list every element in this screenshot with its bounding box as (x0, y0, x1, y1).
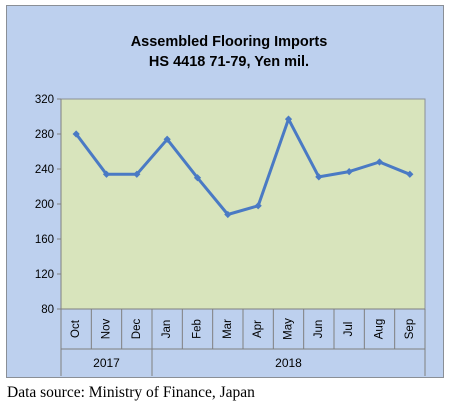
y-tick-label: 280 (35, 129, 54, 141)
x-tick-label: Dec (131, 319, 143, 340)
series-line (74, 117, 412, 216)
data-point (133, 170, 141, 178)
x-tick-label: Oct (70, 319, 82, 338)
data-point (284, 115, 293, 123)
x-tick-label: Feb (192, 319, 204, 339)
data-point (72, 130, 80, 138)
y-tick-label: 320 (35, 94, 54, 106)
y-tick-label: 240 (35, 164, 54, 176)
data-point (224, 210, 232, 219)
year-group-label: 2017 (93, 356, 120, 370)
x-axis: Oct Nov Dec Jan Feb Mar Apr May Jun Jul Aug Sep 2017… (60, 308, 426, 376)
x-tick-label: Apr (252, 320, 264, 338)
line-chart: Assembled Flooring Imports HS 4418 71-79… (35, 34, 426, 376)
x-tick-label: May (283, 318, 295, 340)
y-axis: 80 120 160 200 240 280 320 (35, 94, 62, 316)
data-point (375, 158, 384, 166)
x-tick-label: Mar (222, 319, 234, 339)
chart-subtitle: HS 4418 71-79, Yen mil. (149, 54, 309, 70)
x-tick-label: Nov (101, 319, 113, 340)
data-point (315, 173, 323, 181)
y-tick-label: 120 (35, 269, 54, 281)
y-tick-label: 200 (35, 199, 54, 211)
x-tick-label: Jul (343, 322, 355, 337)
series-group (72, 115, 414, 219)
data-point (163, 135, 171, 143)
plot-area (60, 98, 426, 310)
source-note: Data source: Ministry of Finance, Japan (7, 384, 255, 401)
x-tick-label: Jan (161, 320, 173, 339)
chart-frame: Assembled Flooring Imports HS 4418 71-79… (6, 5, 444, 378)
x-tick-label: Jun (313, 320, 325, 339)
x-tick-label: Aug (374, 319, 386, 339)
x-tick-label: Sep (404, 319, 416, 339)
year-group-label: 2018 (275, 356, 302, 370)
data-point (406, 170, 414, 178)
data-point (345, 168, 353, 176)
data-point (102, 170, 111, 178)
y-tick-label: 80 (41, 304, 54, 316)
data-point (193, 174, 202, 182)
chart-title: Assembled Flooring Imports (131, 34, 328, 50)
y-tick-label: 160 (35, 234, 54, 246)
